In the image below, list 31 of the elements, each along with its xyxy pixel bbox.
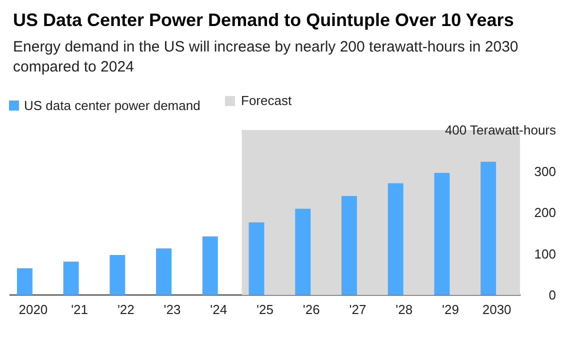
bar: [295, 208, 311, 295]
x-tick-label: '22: [117, 302, 134, 317]
x-tick-label: '21: [71, 302, 88, 317]
x-tick-label: '29: [442, 302, 459, 317]
x-tick-label: '25: [256, 302, 274, 317]
legend-label: US data center power demand: [24, 98, 200, 113]
y-tick-label: 200: [534, 205, 556, 220]
chart-subtitle: Energy demand in the US will increase by nearly 200 terawatt-hours in 2030 compared to 2024: [13, 38, 522, 76]
y-tick-label: 400 Terawatt-hours: [444, 122, 556, 138]
x-tick-label: '28: [396, 302, 413, 317]
bar: [248, 222, 264, 295]
x-tick-label: '24: [210, 302, 228, 317]
x-tick-label: '26: [302, 302, 320, 317]
bar: [480, 162, 496, 295]
x-tick-label: 2020: [18, 302, 48, 317]
x-tick-label: '27: [349, 302, 366, 317]
bar: [388, 183, 404, 295]
bar: [434, 172, 450, 295]
bar: [63, 262, 79, 295]
x-tick-label: '23: [164, 302, 181, 317]
bar: [156, 248, 172, 295]
bar: [110, 254, 126, 295]
y-tick-label: 300: [534, 164, 556, 179]
bar: [16, 268, 32, 295]
legend-label: Forecast: [241, 93, 292, 108]
bar: [202, 236, 218, 295]
y-tick-label: 100: [534, 246, 556, 262]
bar: [342, 196, 357, 295]
y-tick-label: 0: [548, 288, 556, 302]
chart-title: US Data Center Power Demand to Quintuple Over 10 Years: [13, 10, 514, 30]
x-tick-label: 2030: [482, 302, 512, 317]
